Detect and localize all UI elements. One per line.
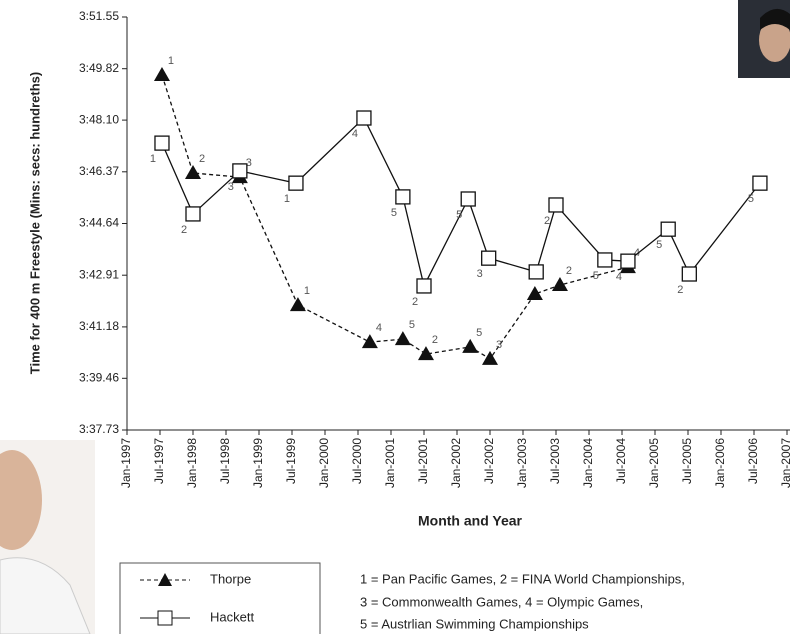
point-label: 1: [168, 55, 174, 67]
point-label: 4: [352, 128, 358, 140]
point: [482, 251, 496, 265]
photo-right: [738, 0, 790, 78]
point-label: 5: [391, 207, 397, 219]
point: [362, 334, 378, 348]
point-label: 2: [432, 334, 438, 346]
point: [289, 176, 303, 190]
x-tick-label: Jan-1999: [251, 438, 265, 488]
note: 1 = Pan Pacific Games, 2 = FINA World Ch…: [360, 571, 685, 586]
point-label: 2: [544, 215, 550, 227]
point-label: 1: [284, 193, 290, 205]
point: [621, 254, 635, 268]
x-tick-label: Jul-2000: [350, 438, 364, 484]
x-tick-label: Jul-2003: [548, 438, 562, 484]
x-tick-label: Jan-2003: [515, 438, 529, 488]
point: [753, 176, 767, 190]
y-tick-label: 3:39.46: [79, 370, 119, 384]
point-label: 5: [593, 270, 599, 282]
point-label: 5: [656, 239, 662, 251]
note: 3 = Commonwealth Games, 4 = Olympic Game…: [360, 594, 643, 609]
chart: Time for 400 m Freestyle (Mins: secs: hu…: [0, 0, 790, 634]
y-tick-label: 3:41.18: [79, 319, 119, 333]
point-label: 4: [616, 271, 622, 283]
photo-left: [0, 440, 95, 634]
x-tick-label: Jan-2006: [713, 438, 727, 488]
point-label: 2: [677, 284, 683, 296]
point: [290, 297, 306, 311]
point-label: 3: [496, 339, 502, 351]
point-label: 5: [456, 209, 462, 221]
y-tick-label: 3:44.64: [79, 216, 119, 230]
x-tick-label: Jan-2005: [647, 438, 661, 488]
y-tick-label: 3:42.91: [79, 267, 119, 281]
x-tick-label: Jan-2004: [581, 438, 595, 488]
point: [482, 351, 498, 365]
point-label: 1: [304, 285, 310, 297]
x-tick-label: Jan-1997: [119, 438, 133, 488]
point: [529, 265, 543, 279]
point-label: 5: [409, 319, 415, 331]
point: [598, 253, 612, 267]
point-label: 2: [181, 224, 187, 236]
point: [155, 136, 169, 150]
x-tick-label: Jul-2005: [680, 438, 694, 484]
point: [154, 67, 170, 81]
point: [549, 198, 563, 212]
point: [357, 111, 371, 125]
legend-label: Thorpe: [210, 571, 251, 586]
y-tick-label: 3:37.73: [79, 422, 119, 436]
point: [396, 190, 410, 204]
x-tick-label: Jul-2004: [614, 438, 628, 484]
point: [527, 286, 543, 300]
legend-marker: [158, 611, 172, 625]
y-tick-label: 3:51.55: [79, 9, 119, 23]
point: [186, 207, 200, 221]
x-axis-title: Month and Year: [418, 513, 523, 529]
x-tick-label: Jan-2001: [383, 438, 397, 488]
point: [417, 279, 431, 293]
point-label: 2: [412, 296, 418, 308]
point-label: 5: [476, 327, 482, 339]
point: [185, 165, 201, 179]
point-label: 4: [376, 322, 382, 334]
point: [682, 267, 696, 281]
y-tick-label: 3:46.37: [79, 164, 119, 178]
legend-label: Hackett: [210, 609, 254, 624]
point: [661, 222, 675, 236]
x-tick-label: Jul-2006: [746, 438, 760, 484]
x-tick-label: Jul-1999: [284, 438, 298, 484]
point-label: 5: [748, 193, 754, 205]
point: [395, 331, 411, 345]
point: [233, 164, 247, 178]
x-tick-label: Jul-2001: [416, 438, 430, 484]
y-axis-title: Time for 400 m Freestyle (Mins: secs: hu…: [27, 72, 42, 374]
x-tick-label: Jan-2002: [449, 438, 463, 488]
x-tick-label: Jul-1997: [152, 438, 166, 484]
point-label: 2: [566, 265, 572, 277]
x-tick-label: Jan-2007: [779, 438, 790, 488]
point-label: 2: [199, 153, 205, 165]
x-tick-label: Jul-2002: [482, 438, 496, 484]
note: 5 = Austrlian Swimming Championships: [360, 616, 589, 631]
point-label: 3: [228, 181, 234, 193]
x-tick-label: Jul-1998: [218, 438, 232, 484]
point: [461, 192, 475, 206]
y-tick-label: 3:48.10: [79, 112, 119, 126]
point-label: 1: [150, 153, 156, 165]
y-tick-label: 3:49.82: [79, 61, 119, 75]
x-tick-label: Jan-2000: [317, 438, 331, 488]
x-tick-label: Jan-1998: [185, 438, 199, 488]
point-label: 3: [477, 268, 483, 280]
point: [462, 339, 478, 353]
